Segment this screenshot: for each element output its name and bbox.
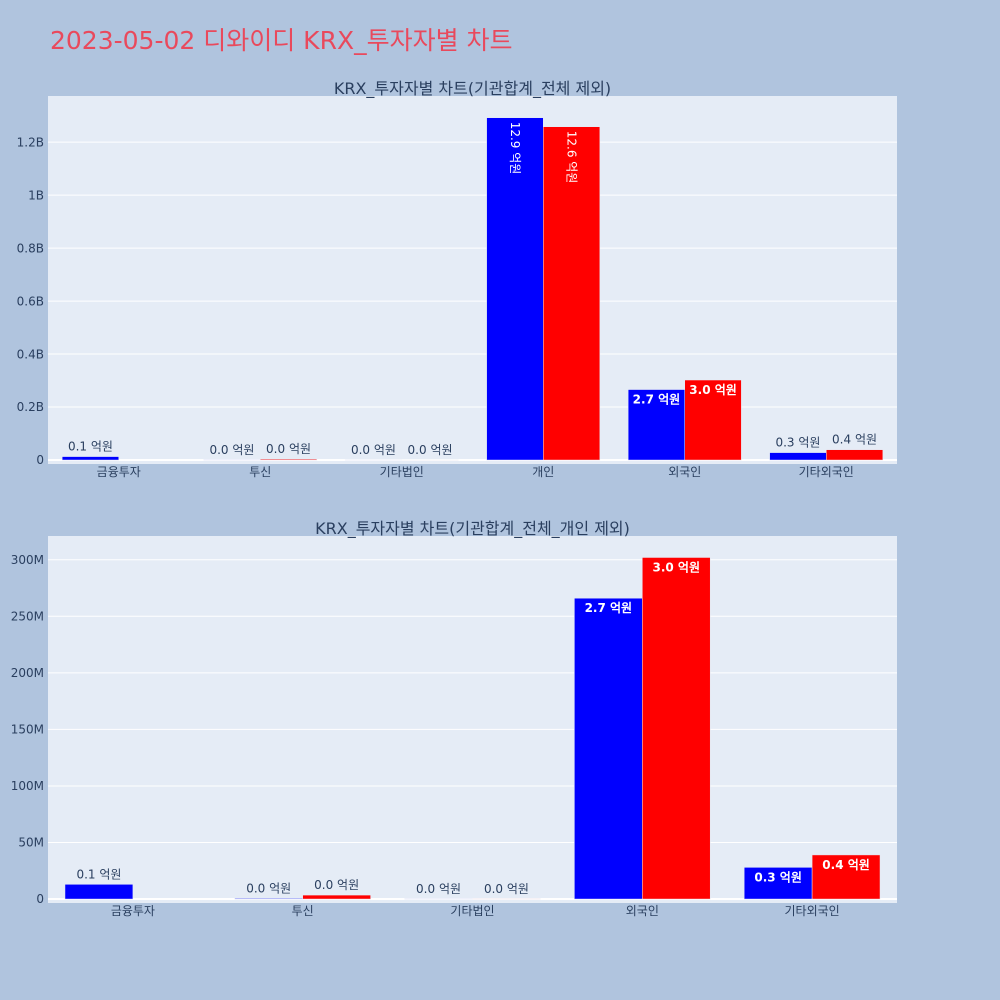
data-label-series2-category4: 12.6 억원 xyxy=(565,131,579,184)
y-tick-label: 0.4B xyxy=(17,347,44,361)
bar-series1-category1 xyxy=(64,884,134,900)
data-label-series1-category4: 12.9 억원 xyxy=(508,122,522,175)
x-tick-label: 금융투자 xyxy=(111,904,155,918)
data-label-series1-category1: 0.1 억원 xyxy=(68,440,113,454)
y-tick-label: 0 xyxy=(36,892,44,906)
data-label-series2-category2: 0.0 억원 xyxy=(314,878,359,892)
x-tick-label: 외국인 xyxy=(626,904,659,918)
data-label-series2-category2: 0.0 억원 xyxy=(266,442,311,456)
data-label-series2-category5: 0.4 억원 xyxy=(822,858,870,872)
y-tick-label: 0.6B xyxy=(17,294,44,308)
y-tick-label: 0.8B xyxy=(17,241,44,255)
subplot-bottom: 0 50M 100M 150M 200M 250M 300M 금융투자 투신 기타법인 외국인 기타외… xyxy=(11,519,897,918)
x-tick-label: 기타법인 xyxy=(450,904,494,918)
bar-series1-category1 xyxy=(61,456,119,461)
data-label-series1-category5: 2.7 억원 xyxy=(633,393,681,407)
subplot-title: KRX_투자자별 차트(기관합계_전체_개인 제외) xyxy=(315,519,630,539)
x-tick-label: 외국인 xyxy=(668,465,701,479)
bar-series1-category4 xyxy=(486,117,544,461)
bar-series2-category2 xyxy=(260,458,318,461)
x-tick-label: 기타외국인 xyxy=(784,904,839,918)
y-tick-label: 0 xyxy=(36,453,44,467)
data-label-series1-category6: 0.3 억원 xyxy=(775,436,820,450)
bar-series2-category5 xyxy=(684,379,742,461)
data-label-series2-category3: 0.0 억원 xyxy=(408,443,453,457)
data-label-series2-category3: 0.0 억원 xyxy=(484,882,529,896)
y-tick-label: 200M xyxy=(11,666,44,680)
subplot-top: 0 0.2B 0.4B 0.6B 0.8B 1B 1.2B 금융투자 투신 기타법인 개인 외국인 기타… xyxy=(17,79,897,479)
bar-series1-category5 xyxy=(627,389,686,461)
y-tick-label: 0.2B xyxy=(17,400,44,414)
data-label-series1-category1: 0.1 억원 xyxy=(76,867,121,881)
plot-area xyxy=(48,96,897,464)
bar-series1-category2 xyxy=(234,898,303,900)
bar-series1-category4 xyxy=(574,597,643,900)
y-tick-label: 300M xyxy=(11,553,44,567)
bar-series2-category5 xyxy=(811,854,881,900)
x-tick-label: 기타외국인 xyxy=(799,465,854,479)
x-tick-label: 기타법인 xyxy=(380,465,424,479)
data-label-series2-category6: 0.4 억원 xyxy=(832,433,877,447)
data-label-series2-category5: 3.0 억원 xyxy=(689,383,737,397)
y-tick-label: 100M xyxy=(11,779,44,793)
subplot-title: KRX_투자자별 차트(기관합계_전체 제외) xyxy=(334,79,611,99)
x-tick-label: 금융투자 xyxy=(97,465,141,479)
data-label-series1-category4: 2.7 억원 xyxy=(585,601,633,615)
bar-series2-category4 xyxy=(642,557,711,900)
bar-series2-category4 xyxy=(543,126,601,461)
data-label-series1-category2: 0.0 억원 xyxy=(209,443,254,457)
y-tick-label: 250M xyxy=(11,609,44,623)
y-tick-label: 1.2B xyxy=(17,135,44,149)
bar-series1-category6 xyxy=(769,452,827,461)
data-label-series1-category3: 0.0 억원 xyxy=(351,443,396,457)
data-label-series1-category2: 0.0 억원 xyxy=(246,881,291,895)
data-label-series2-category4: 3.0 억원 xyxy=(652,560,700,574)
y-tick-label: 1B xyxy=(28,188,44,202)
x-tick-label: 투신 xyxy=(292,904,314,918)
bar-series2-category2 xyxy=(302,894,371,900)
x-tick-label: 투신 xyxy=(249,465,271,479)
plot-area xyxy=(48,536,897,903)
y-tick-label: 50M xyxy=(18,836,44,850)
x-tick-label: 개인 xyxy=(532,465,554,479)
bar-series2-category6 xyxy=(826,449,884,461)
data-label-series1-category5: 0.3 억원 xyxy=(754,870,802,884)
page-title: 2023-05-02 디와이디 KRX_투자자별 차트 xyxy=(50,26,513,55)
data-label-series1-category3: 0.0 억원 xyxy=(416,882,461,896)
y-tick-label: 150M xyxy=(11,723,44,737)
